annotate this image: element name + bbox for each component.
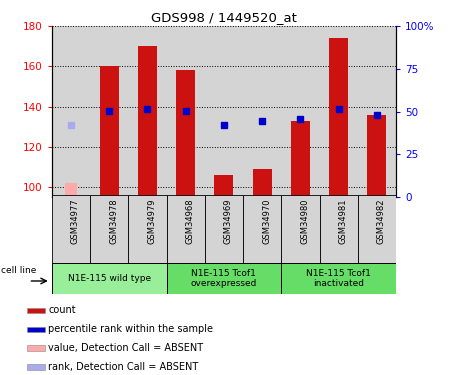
Bar xyxy=(291,121,310,197)
Bar xyxy=(166,195,205,264)
Bar xyxy=(27,308,45,313)
Bar xyxy=(27,345,45,351)
Bar xyxy=(320,195,358,264)
Bar xyxy=(243,26,281,197)
Bar xyxy=(166,26,205,197)
Bar xyxy=(358,195,396,264)
Text: GSM34969: GSM34969 xyxy=(224,198,233,244)
Text: cell line: cell line xyxy=(1,266,36,275)
Text: percentile rank within the sample: percentile rank within the sample xyxy=(48,324,213,334)
Text: N1E-115 Tcof1
overexpressed: N1E-115 Tcof1 overexpressed xyxy=(191,269,257,288)
Bar xyxy=(214,175,234,197)
Text: GSM34977: GSM34977 xyxy=(71,198,80,244)
Text: GSM34968: GSM34968 xyxy=(185,198,194,244)
Bar xyxy=(205,195,243,264)
Bar xyxy=(358,26,396,197)
Bar xyxy=(243,195,281,264)
Bar xyxy=(281,195,320,264)
Bar xyxy=(329,38,348,197)
Bar xyxy=(27,327,45,332)
Bar xyxy=(281,262,396,294)
Text: GSM34970: GSM34970 xyxy=(262,198,271,244)
Bar xyxy=(52,195,90,264)
Bar xyxy=(65,183,77,197)
Bar xyxy=(281,26,320,197)
Text: value, Detection Call = ABSENT: value, Detection Call = ABSENT xyxy=(48,343,203,353)
Bar xyxy=(166,262,281,294)
Bar xyxy=(52,262,166,294)
Text: GSM34982: GSM34982 xyxy=(377,198,386,244)
Bar xyxy=(90,26,128,197)
Bar xyxy=(128,195,166,264)
Bar xyxy=(138,46,157,197)
Bar xyxy=(99,66,119,197)
Bar xyxy=(367,115,387,197)
Text: GSM34978: GSM34978 xyxy=(109,198,118,244)
Bar xyxy=(27,364,45,370)
Bar xyxy=(252,169,272,197)
Bar xyxy=(128,26,166,197)
Text: count: count xyxy=(48,305,76,315)
Text: rank, Detection Call = ABSENT: rank, Detection Call = ABSENT xyxy=(48,362,198,372)
Text: N1E-115 wild type: N1E-115 wild type xyxy=(68,274,151,283)
Bar xyxy=(176,70,195,197)
Bar xyxy=(205,26,243,197)
Text: GSM34980: GSM34980 xyxy=(301,198,310,244)
Text: GSM34981: GSM34981 xyxy=(338,198,347,244)
Title: GDS998 / 1449520_at: GDS998 / 1449520_at xyxy=(151,11,297,24)
Text: GSM34979: GSM34979 xyxy=(148,198,157,244)
Bar xyxy=(90,195,128,264)
Bar xyxy=(52,26,90,197)
Text: N1E-115 Tcof1
inactivated: N1E-115 Tcof1 inactivated xyxy=(306,269,371,288)
Bar xyxy=(320,26,358,197)
